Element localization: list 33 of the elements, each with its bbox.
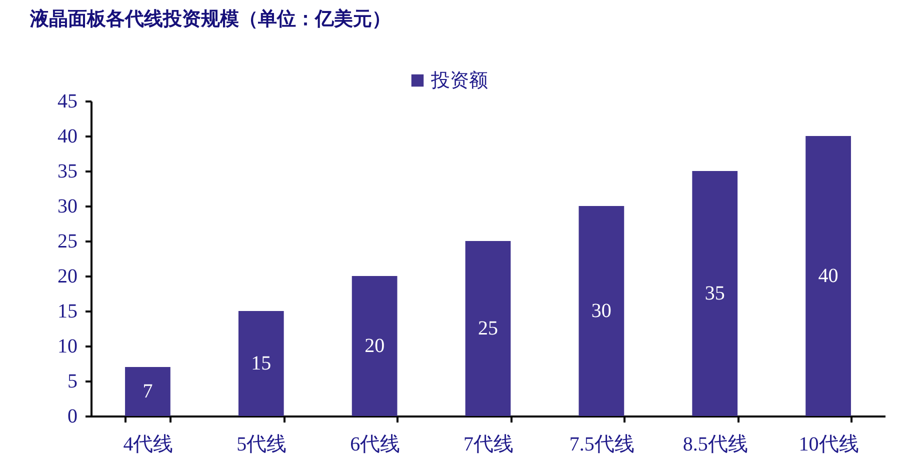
data-label: 25 [478,318,498,340]
x-tick-label: 6代线 [350,434,400,456]
y-tick-label: 45 [58,90,78,112]
y-tick-label: 40 [58,126,78,148]
bar [465,241,511,416]
bar [692,171,738,416]
data-label: 15 [251,352,272,374]
y-tick-label: 30 [58,196,78,218]
bar [125,367,170,416]
data-label: 35 [704,282,725,304]
y-tick-label: 0 [68,406,78,428]
y-tick-label: 5 [68,370,78,392]
data-label: 40 [818,265,838,287]
data-label: 20 [364,335,385,357]
bar [578,206,624,416]
y-tick-label: 25 [58,230,78,252]
x-tick-label: 8.5代线 [682,434,748,456]
legend-label: 投资额 [430,70,488,92]
bar [238,311,284,416]
y-tick-label: 35 [58,160,78,182]
data-label: 30 [591,300,612,322]
bar [806,136,851,416]
y-tick-label: 10 [58,336,78,358]
chart-title: 液晶面板各代线投资规模（单位：亿美元） [29,8,391,30]
y-tick-label: 20 [58,266,78,288]
x-tick-label: 10代线 [798,434,859,456]
y-tick-label: 15 [58,300,78,322]
x-tick-label: 5代线 [236,434,287,456]
x-tick-label: 7代线 [464,434,514,456]
data-label: 7 [142,380,153,402]
x-tick-label: 4代线 [123,434,174,456]
x-tick-label: 7.5代线 [569,434,634,456]
bar [352,276,398,416]
